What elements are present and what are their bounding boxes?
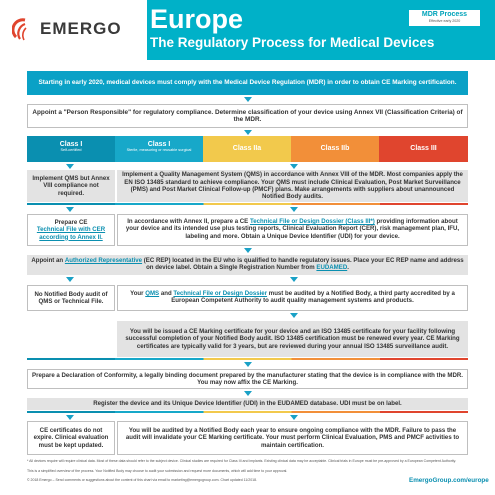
techfile-class1-box: Prepare CE Technical File with CER accor… [27, 214, 115, 246]
techfile-box: In accordance with Annex II, prepare a C… [117, 214, 468, 246]
class-title: Class IIa [232, 145, 262, 152]
authorized-rep-link[interactable]: Authorized Representative [64, 257, 143, 264]
emergo-logo-icon [12, 18, 27, 41]
class-title: Class III [410, 145, 437, 152]
qms-link[interactable]: QMS [145, 290, 160, 297]
techfile-link[interactable]: Technical File or Design Dossier (Class … [249, 218, 375, 225]
arrow-down-icon [244, 248, 252, 253]
no-expiry-box: CE certificates do not expire. Clinical … [27, 421, 115, 455]
class-title: Class I [147, 141, 171, 148]
class-color-stripe [27, 411, 468, 413]
arrow-down-icon [244, 97, 252, 102]
footer-url-link[interactable]: EmergoGroup.com/europe [409, 477, 489, 484]
class-header-1-sterile: Class I Sterile, measuring or reusable s… [115, 136, 203, 162]
ec-rep-text-pre: Appoint an [31, 257, 64, 264]
class-title: Class I [59, 141, 83, 148]
appoint-box: Appoint a "Person Responsible" for regul… [27, 104, 468, 128]
audit-text-post: must be audited by a Notified Body, a th… [171, 290, 455, 305]
arrow-down-icon [66, 415, 74, 420]
arrow-down-icon [66, 277, 74, 282]
techfile-text-post: providing information about your device … [125, 218, 460, 240]
techfile-left-link[interactable]: Technical File with CER according to Ann… [36, 226, 106, 241]
mdr-badge: MDR Process Effective early 2020 [409, 10, 480, 26]
footer-note-overview: This is a simplified overview of the pro… [27, 469, 288, 473]
certificate-box: You will be issued a CE Marking certific… [117, 321, 468, 357]
technical-file-link[interactable]: Technical File or Design Dossier [173, 290, 268, 297]
arrow-down-icon [290, 207, 298, 212]
techfile-left-text: Prepare CE [54, 219, 88, 227]
ec-rep-box: Appoint an Authorized Representative (EC… [27, 255, 468, 275]
declaration-box: Prepare a Declaration of Conformity, a l… [27, 369, 468, 389]
page-subtitle: The Regulatory Process for Medical Devic… [150, 35, 435, 50]
arrow-down-icon [66, 207, 74, 212]
logo-text: EMERGO [40, 19, 122, 38]
annual-audit-box: You will be audited by a Notified Body e… [117, 421, 468, 455]
mdr-badge-subtitle: Effective early 2020 [428, 19, 461, 23]
qms-box: Implement a Quality Management System (Q… [117, 170, 468, 202]
arrow-down-icon [290, 415, 298, 420]
audit-box: Your QMS and Technical File or Design Do… [117, 285, 468, 311]
footer-copyright: © 2018 Emergo – Send comments or suggest… [27, 478, 258, 482]
class-header-3: Class III [379, 136, 468, 162]
class-subtitle: Self-certified [60, 148, 82, 152]
eudamed-link[interactable]: EUDAMED [316, 264, 348, 272]
mdr-badge-title: MDR Process [421, 11, 468, 18]
register-box: Register the device and its Unique Devic… [27, 398, 468, 410]
arrow-down-icon [290, 277, 298, 282]
arrow-down-icon [290, 313, 298, 318]
class-title: Class IIb [320, 145, 350, 152]
qms-class1-box: Implement QMS but Annex VIII compliance … [27, 170, 115, 202]
arrow-down-icon [244, 362, 252, 367]
class-color-stripe [27, 358, 468, 360]
ec-rep-text-post: . [347, 264, 349, 272]
class-header-1: Class I Self-certified [27, 136, 115, 162]
techfile-text-pre: In accordance with Annex II, prepare a C… [127, 218, 249, 225]
class-header-2a: Class IIa [203, 136, 291, 162]
arrow-down-icon [66, 164, 74, 169]
class-subtitle: Sterile, measuring or reusable surgical [126, 148, 192, 152]
page-title: Europe [150, 4, 244, 34]
logo-panel: EMERGO [0, 0, 147, 60]
class-header-2b: Class IIb [291, 136, 379, 162]
class-color-stripe [27, 203, 468, 205]
arrow-down-icon [290, 164, 298, 169]
arrow-down-icon [244, 391, 252, 396]
ec-rep-text-mid: (EC REP) located in the EU who is qualif… [143, 257, 464, 272]
audit-text-pre: Your [130, 290, 144, 297]
footer-note-clinical: * All devices require will require clini… [27, 459, 457, 463]
intro-box: Starting in early 2020, medical devices … [27, 71, 468, 95]
arrow-down-icon [244, 130, 252, 135]
no-audit-box: No Notified Body audit of QMS or Technic… [27, 285, 115, 311]
audit-text-and: and [160, 290, 172, 297]
